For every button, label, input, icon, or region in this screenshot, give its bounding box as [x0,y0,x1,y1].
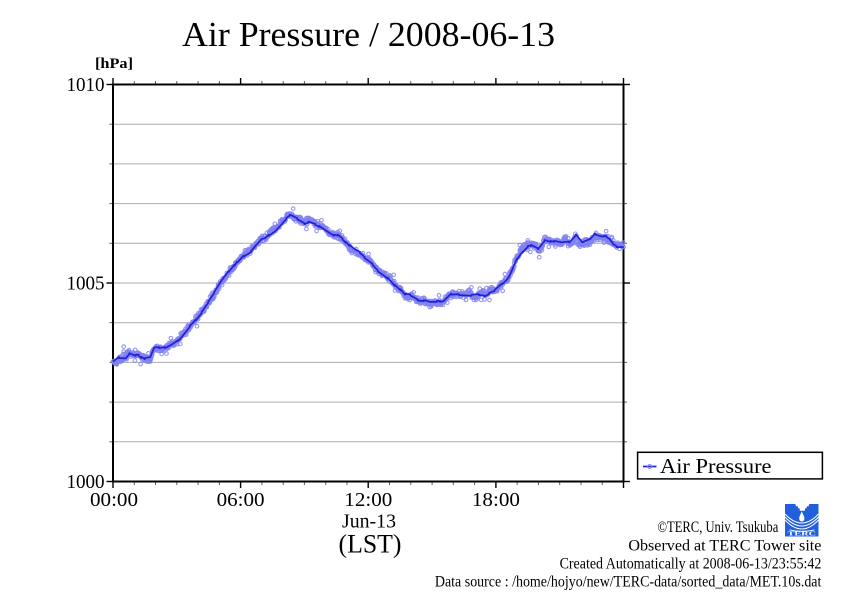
svg-text:Created Automatically at 2008-: Created Automatically at 2008-06-13/23:5… [560,556,822,573]
svg-text:Jun-13: Jun-13 [342,511,396,533]
svg-text:Observed at TERC Tower site: Observed at TERC Tower site [628,538,821,555]
svg-text:1005: 1005 [67,273,105,295]
svg-text:00:00: 00:00 [90,489,138,511]
svg-text:Air Pressure: Air Pressure [660,454,772,478]
svg-text:(LST): (LST) [339,529,402,558]
svg-text:TERC: TERC [788,531,817,538]
svg-text:18:00: 18:00 [472,489,520,511]
svg-text:Air Pressure / 2008-06-13: Air Pressure / 2008-06-13 [182,15,555,54]
svg-text:12:00: 12:00 [344,489,392,511]
svg-text:1010: 1010 [67,74,105,96]
svg-text:06:00: 06:00 [217,489,265,511]
svg-text:Data source : /home/hojyo/new/: Data source : /home/hojyo/new/TERC-data/… [435,574,822,591]
svg-text:[hPa]: [hPa] [95,56,133,72]
svg-text:1000: 1000 [67,471,105,493]
svg-text:©TERC, Univ. Tsukuba: ©TERC, Univ. Tsukuba [658,519,779,536]
